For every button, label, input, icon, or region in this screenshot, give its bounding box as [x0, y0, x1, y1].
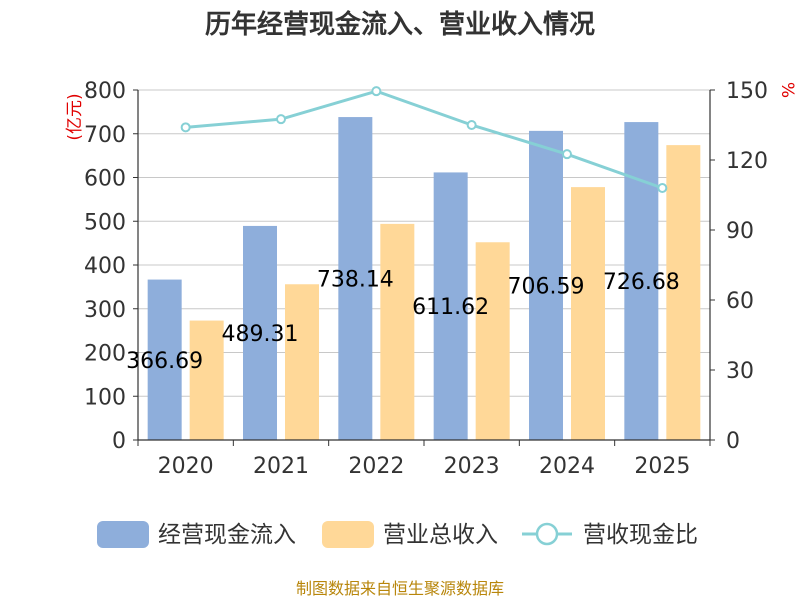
- revenue-bar: [285, 284, 319, 440]
- axes: 0 100 200 300 400 500 600 700 800 0 30 60 90 120 150 20…: [84, 79, 768, 479]
- right-axis-unit: %: [777, 82, 797, 98]
- legend-swatch-revenue: [322, 521, 374, 548]
- left-tick-label: 100: [84, 385, 126, 410]
- revenue-bar: [475, 242, 510, 440]
- left-tick-label: 600: [84, 167, 126, 192]
- ratio-line-path: [185, 89, 663, 190]
- right-tick-label: 0: [726, 429, 740, 454]
- legend-label-cash-inflow: 经营现金流入: [158, 522, 296, 548]
- chart-title: 历年经营现金流入、营业收入情况: [205, 9, 595, 40]
- cash-inflow-label: 611.62: [412, 295, 489, 320]
- left-tick-label: 300: [84, 298, 126, 323]
- left-tick-label: 800: [84, 79, 126, 104]
- left-axis-unit: (亿元): [65, 93, 85, 140]
- legend: 经营现金流入 营业总收入 营收现金比: [97, 521, 698, 548]
- legend-label-revenue: 营业总收入: [383, 522, 498, 548]
- x-tick-label: 2022: [348, 454, 404, 479]
- left-tick-label: 500: [84, 210, 126, 235]
- ratio-line: [180, 86, 668, 193]
- left-tick-label: 200: [84, 342, 126, 367]
- right-tick-label: 30: [726, 359, 754, 384]
- cash-inflow-bar: [433, 172, 468, 440]
- revenue-bar: [380, 223, 415, 440]
- left-tick-label: 700: [84, 123, 126, 148]
- cash-inflow-bar: [147, 279, 182, 440]
- cash-inflow-label: 706.59: [508, 274, 585, 299]
- cash-inflow-bar: [338, 117, 373, 440]
- legend-label-ratio: 营收现金比: [583, 522, 698, 548]
- ratio-point: [657, 183, 668, 193]
- data-labels: 366.69 489.31 738.14 611.62 706.59 726.68: [126, 268, 680, 374]
- bars: [147, 117, 701, 440]
- right-tick-label: 90: [726, 219, 754, 244]
- ratio-point: [180, 122, 191, 133]
- x-tick-label: 2021: [253, 454, 309, 479]
- cash-inflow-bar: [529, 130, 563, 440]
- cash-inflow-bar: [243, 225, 277, 440]
- left-tick-label: 400: [84, 254, 126, 279]
- ratio-point: [562, 149, 572, 160]
- x-tick-label: 2025: [634, 454, 690, 479]
- ratio-point: [371, 86, 382, 97]
- cash-inflow-label: 489.31: [222, 322, 299, 347]
- ratio-point: [276, 114, 286, 125]
- revenue-bar: [189, 320, 224, 440]
- cash-inflow-label: 738.14: [317, 268, 394, 293]
- ratio-point: [466, 120, 477, 130]
- right-tick-label: 120: [726, 149, 768, 174]
- left-tick-label: 0: [112, 429, 126, 454]
- revenue-bar: [571, 187, 605, 440]
- x-tick-label: 2023: [444, 454, 500, 479]
- revenue-bar: [666, 145, 701, 440]
- right-tick-label: 60: [726, 289, 754, 314]
- legend-swatch-ratio-marker: [535, 522, 559, 546]
- source-note: 制图数据来自恒生聚源数据库: [296, 579, 504, 598]
- cash-inflow-label: 366.69: [126, 349, 203, 374]
- x-tick-label: 2024: [539, 454, 595, 479]
- x-tick-label: 2020: [158, 454, 214, 479]
- cash-inflow-label: 726.68: [603, 270, 680, 295]
- legend-swatch-cash-inflow: [97, 521, 149, 548]
- grid: [138, 89, 710, 397]
- right-tick-label: 150: [726, 79, 768, 104]
